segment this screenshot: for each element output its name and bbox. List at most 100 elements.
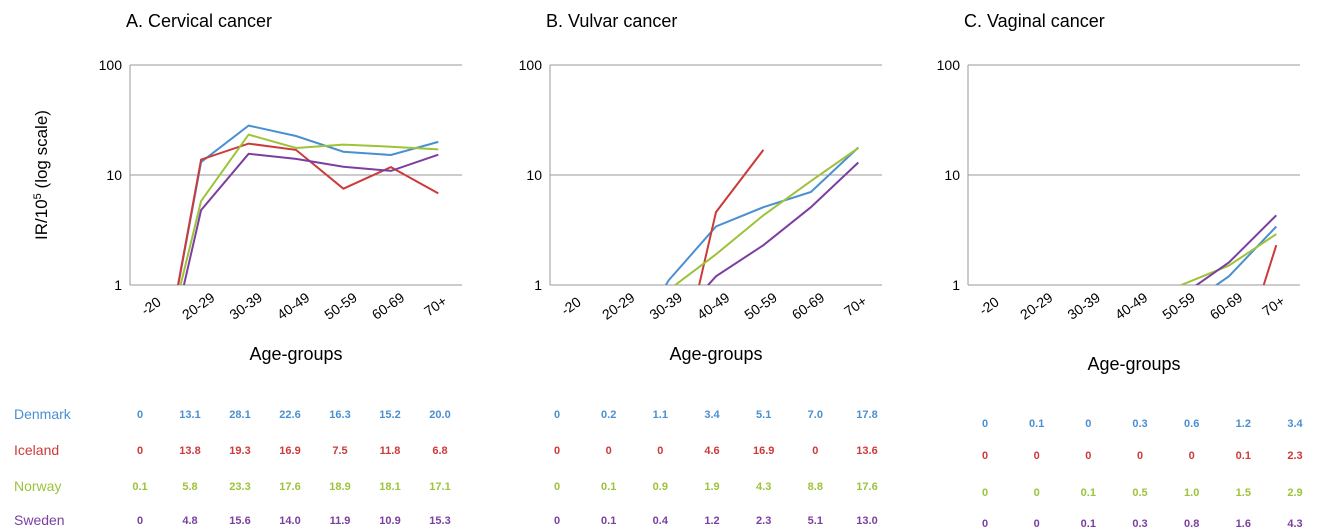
table-value: 0 bbox=[137, 409, 143, 421]
x-tick-label: 40-49 bbox=[274, 289, 313, 323]
table-value: 0.1 bbox=[1081, 487, 1096, 499]
table-value: 1.5 bbox=[1236, 487, 1251, 499]
chart-title: C. Vaginal cancer bbox=[964, 11, 1105, 31]
table-value: 0.3 bbox=[1132, 518, 1147, 530]
y-tick-label: 10 bbox=[944, 167, 960, 183]
table-value: 16.9 bbox=[279, 445, 300, 457]
table-value: 11.9 bbox=[330, 515, 351, 527]
table-value: 0 bbox=[554, 515, 560, 527]
y-tick-label: 10 bbox=[106, 167, 122, 183]
y-tick-label: 100 bbox=[937, 57, 961, 73]
table-value: 0.1 bbox=[1029, 418, 1044, 430]
x-tick-label: 60-69 bbox=[369, 289, 408, 323]
table-value: 1.2 bbox=[704, 515, 719, 527]
x-tick-label: 70+ bbox=[1259, 293, 1288, 320]
table-value: 1.6 bbox=[1236, 518, 1251, 530]
table-value: 15.2 bbox=[379, 409, 400, 421]
table-value: 0 bbox=[1034, 450, 1040, 462]
table-value: 17.8 bbox=[856, 409, 877, 421]
table-value: 7.0 bbox=[808, 409, 823, 421]
table-value: 15.3 bbox=[429, 515, 450, 527]
table-value: 17.1 bbox=[429, 481, 450, 493]
x-tick-label: 60-69 bbox=[789, 289, 828, 323]
table-value: 3.4 bbox=[704, 409, 720, 421]
table-value: 0 bbox=[606, 445, 612, 457]
table-value: 2.3 bbox=[756, 515, 771, 527]
table-value: 5.1 bbox=[808, 515, 823, 527]
table-value: 0.1 bbox=[1236, 450, 1251, 462]
table-value: 1.2 bbox=[1236, 418, 1251, 430]
table-value: 20.0 bbox=[429, 409, 450, 421]
table-value: 22.6 bbox=[279, 409, 300, 421]
x-tick-label: 30-39 bbox=[1064, 289, 1103, 323]
x-axis-label: Age-groups bbox=[1087, 354, 1180, 374]
table-value: 0.1 bbox=[132, 481, 147, 493]
chart-title: B. Vulvar cancer bbox=[546, 11, 677, 31]
x-tick-label: 20-29 bbox=[179, 289, 218, 323]
table-value: 0 bbox=[1034, 518, 1040, 530]
x-tick-label: -20 bbox=[138, 293, 164, 318]
table-value: 28.1 bbox=[229, 409, 250, 421]
table-value: 8.8 bbox=[808, 481, 823, 493]
y-tick-label: 1 bbox=[534, 277, 542, 293]
x-tick-label: 50-59 bbox=[741, 289, 780, 323]
table-value: 0 bbox=[1085, 450, 1091, 462]
table-value: 0.9 bbox=[653, 481, 668, 493]
table-value: 3.4 bbox=[1287, 418, 1303, 430]
country-label: Denmark bbox=[14, 406, 72, 422]
table-value: 0 bbox=[812, 445, 818, 457]
table-value: 6.8 bbox=[432, 445, 447, 457]
table-value: 0 bbox=[554, 409, 560, 421]
table-value: 0 bbox=[1137, 450, 1143, 462]
series-line bbox=[574, 148, 859, 418]
table-value: 0 bbox=[657, 445, 663, 457]
table-value: 13.1 bbox=[179, 409, 200, 421]
table-value: 4.8 bbox=[182, 515, 197, 527]
table-value: 17.6 bbox=[856, 481, 877, 493]
table-value: 0.1 bbox=[1081, 518, 1096, 530]
table-value: 16.3 bbox=[329, 409, 350, 421]
table-value: 0 bbox=[1034, 487, 1040, 499]
table-value: 0 bbox=[1189, 450, 1195, 462]
series-line bbox=[992, 234, 1277, 417]
series-line bbox=[992, 227, 1277, 418]
table-value: 0 bbox=[137, 445, 143, 457]
table-value: 5.1 bbox=[756, 409, 771, 421]
series-line bbox=[574, 150, 764, 417]
table-value: 0 bbox=[554, 481, 560, 493]
table-value: 0.3 bbox=[1132, 418, 1147, 430]
table-value: 10.9 bbox=[379, 515, 400, 527]
x-axis-label: Age-groups bbox=[669, 344, 762, 364]
chart-panel: C. Vaginal cancer 1 10 100 -20 20-29 30-39 40-4… bbox=[937, 11, 1304, 530]
country-label: Iceland bbox=[14, 442, 59, 458]
table-value: 23.3 bbox=[229, 481, 250, 493]
x-tick-label: 50-59 bbox=[321, 289, 360, 323]
y-tick-label: 100 bbox=[519, 57, 543, 73]
country-label: Sweden bbox=[14, 512, 65, 528]
table-value: 2.9 bbox=[1287, 487, 1302, 499]
table-value: 0 bbox=[1085, 418, 1091, 430]
x-tick-label: 70+ bbox=[421, 293, 450, 320]
x-axis-label: Age-groups bbox=[249, 344, 342, 364]
x-tick-label: 50-59 bbox=[1159, 289, 1198, 323]
x-tick-label: 20-29 bbox=[599, 289, 638, 323]
table-value: 1.9 bbox=[704, 481, 719, 493]
table-value: 1.0 bbox=[1184, 487, 1199, 499]
table-value: 0.8 bbox=[1184, 518, 1199, 530]
x-tick-label: 70+ bbox=[841, 293, 870, 320]
x-tick-label: -20 bbox=[976, 293, 1002, 318]
table-value: 19.3 bbox=[229, 445, 250, 457]
y-tick-label: 1 bbox=[952, 277, 960, 293]
table-value: 0.1 bbox=[601, 515, 616, 527]
table-value: 17.6 bbox=[279, 481, 300, 493]
table-value: 1.1 bbox=[653, 409, 668, 421]
x-tick-label: -20 bbox=[558, 293, 584, 318]
series-line bbox=[154, 144, 439, 417]
table-value: 0 bbox=[982, 518, 988, 530]
x-tick-label: 30-39 bbox=[646, 289, 685, 323]
table-value: 0 bbox=[982, 450, 988, 462]
table-value: 16.9 bbox=[753, 445, 774, 457]
table-value: 4.3 bbox=[756, 481, 771, 493]
